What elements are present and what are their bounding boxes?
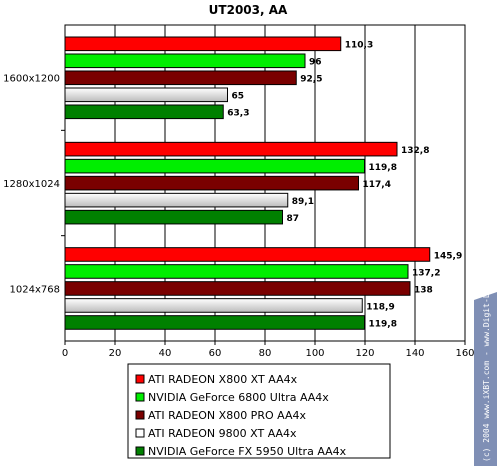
bar — [64, 281, 411, 296]
legend-swatch — [135, 428, 145, 438]
legend-swatch — [135, 374, 145, 384]
data-label: 92,5 — [300, 75, 322, 85]
x-tick-label: 0 — [62, 348, 68, 359]
data-label: 87 — [287, 214, 300, 224]
chart-title: UT2003, AA — [209, 3, 288, 17]
legend-label: ATI RADEON 9800 XT AA4x — [148, 427, 297, 440]
plot-border — [64, 24, 466, 342]
data-label: 119,8 — [369, 319, 397, 329]
bar — [64, 315, 365, 330]
bar — [64, 104, 224, 120]
plot-area: 0 20 40 60 80 100 120 140 160 1600x1200 1280x1024 1… — [3, 24, 475, 359]
category-label: 1600x1200 — [3, 74, 60, 85]
x-tick-label: 40 — [159, 348, 172, 359]
data-label: 63,3 — [227, 109, 249, 119]
bar — [64, 141, 398, 157]
legend-label: ATI RADEON X800 XT AA4x — [148, 373, 298, 386]
legend-swatch — [135, 410, 145, 420]
legend-label: NVIDIA GeForce 6800 Ultra AA4x — [148, 391, 329, 404]
watermark-text: (c) 2004 www.iXBT.com - www.Digit-Life.c… — [482, 260, 491, 462]
category-label: 1024x768 — [10, 284, 60, 295]
data-label: 89,1 — [292, 197, 314, 207]
category-label: 1280x1024 — [3, 179, 60, 190]
watermark: (c) 2004 www.iXBT.com - www.Digit-Life.c… — [474, 260, 497, 466]
data-label: 110,3 — [345, 41, 373, 51]
bar — [64, 298, 363, 313]
data-label: 138 — [414, 285, 433, 295]
legend: ATI RADEON X800 XT AA4x NVIDIA GeForce 68… — [127, 363, 391, 459]
data-label: 145,9 — [434, 251, 462, 261]
x-tick-label: 80 — [259, 348, 272, 359]
data-label: 96 — [309, 58, 322, 68]
bar — [64, 87, 228, 103]
bar — [64, 192, 289, 208]
data-label: 118,9 — [366, 302, 394, 312]
data-label: 137,2 — [412, 268, 440, 278]
legend-swatch — [135, 392, 145, 402]
data-label: 65 — [232, 92, 245, 102]
legend-swatch — [135, 446, 145, 456]
bar — [64, 158, 365, 174]
data-label: 119,8 — [369, 163, 397, 173]
watermark-background — [474, 292, 497, 466]
data-label: 132,8 — [401, 146, 429, 156]
x-tick-label: 140 — [405, 348, 424, 359]
bar — [64, 264, 409, 279]
bar — [64, 175, 359, 191]
bar — [64, 247, 431, 262]
x-tick-label: 60 — [209, 348, 222, 359]
legend-label: ATI RADEON X800 PRO AA4x — [148, 409, 306, 422]
x-tick-label: 160 — [455, 348, 474, 359]
bar — [64, 209, 283, 225]
bar — [64, 36, 342, 52]
legend-label: NVIDIA GeForce FX 5950 Ultra AA4x — [148, 445, 347, 458]
x-tick-label: 20 — [109, 348, 122, 359]
legend-box — [127, 363, 391, 459]
x-tick-label: 100 — [305, 348, 324, 359]
x-tick-label: 120 — [355, 348, 374, 359]
data-label: 117,4 — [363, 180, 391, 190]
bar — [64, 53, 306, 69]
bar — [64, 70, 297, 86]
